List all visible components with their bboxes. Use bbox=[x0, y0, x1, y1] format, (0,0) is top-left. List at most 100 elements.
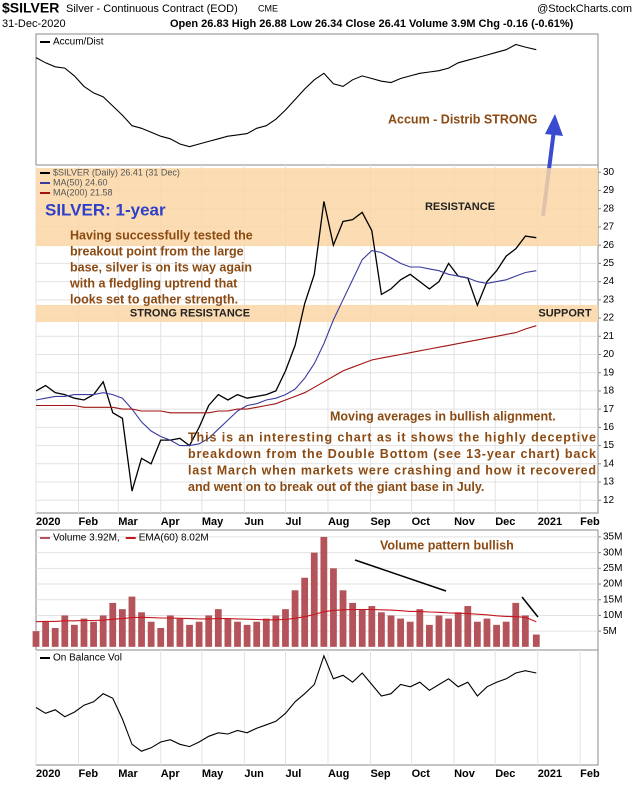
x-tick-label: Jul bbox=[285, 516, 301, 528]
legend-swatch bbox=[40, 41, 50, 43]
y-tick-label: 18 bbox=[603, 386, 615, 397]
volume-bar bbox=[416, 609, 424, 647]
y-tick-label: 20 bbox=[603, 349, 615, 360]
x-tick-label: Dec bbox=[495, 768, 515, 780]
volume-bar bbox=[205, 615, 213, 647]
volume-bar bbox=[397, 618, 405, 647]
annotation: This is an interesting chart as it shows… bbox=[188, 430, 596, 444]
series-line bbox=[35, 654, 537, 752]
series-line bbox=[35, 43, 537, 148]
x-tick-label: Jun bbox=[244, 768, 264, 780]
instrument-name: Silver - Continuous Contract (EOD) bbox=[66, 3, 238, 15]
volume-bar bbox=[214, 609, 222, 647]
volume-bar bbox=[502, 621, 510, 647]
x-tick-label: Aug bbox=[328, 768, 349, 780]
y-tick-label: 21 bbox=[603, 331, 615, 342]
volume-bar bbox=[253, 621, 261, 647]
legend-swatch bbox=[40, 657, 50, 659]
symbol: $SILVER bbox=[2, 0, 59, 16]
annotation: Moving averages in bullish alignment. bbox=[330, 409, 556, 423]
volume-bar bbox=[147, 621, 155, 647]
y-tick-label: 16 bbox=[603, 422, 615, 433]
y-tick-label: 10M bbox=[603, 610, 622, 621]
y-tick-label: 19 bbox=[603, 367, 615, 378]
y-tick-label: 17 bbox=[603, 404, 615, 415]
volume-bar bbox=[118, 609, 126, 647]
zone-label: STRONG RESISTANCE bbox=[130, 307, 250, 319]
x-tick-label: Nov bbox=[454, 768, 476, 780]
volume-bar bbox=[330, 568, 337, 647]
legend-label: MA(200) 21.58 bbox=[53, 187, 113, 197]
annotation: SILVER: 1-year bbox=[45, 200, 166, 219]
y-tick-label: 15M bbox=[603, 594, 622, 605]
legend-swatch bbox=[40, 182, 50, 184]
x-tick-label: May bbox=[202, 768, 224, 780]
x-tick-label: 2020 bbox=[36, 516, 60, 528]
volume-bar bbox=[426, 624, 433, 647]
series-line bbox=[35, 201, 537, 492]
legend-label: Accum/Dist bbox=[53, 37, 104, 48]
legend-swatch bbox=[40, 537, 50, 539]
volume-bar bbox=[166, 615, 174, 647]
volume-bar bbox=[99, 615, 107, 647]
legend-label: On Balance Vol bbox=[53, 653, 122, 664]
annotation: breakdown from the Double Bottom (see 13… bbox=[188, 447, 596, 461]
volume-bar bbox=[80, 618, 88, 647]
y-tick-label: 5M bbox=[603, 626, 617, 637]
annotation: looks set to gather strength. bbox=[70, 292, 238, 306]
volume-bar bbox=[320, 536, 328, 647]
x-tick-label: Apr bbox=[161, 516, 181, 528]
x-tick-label: Feb bbox=[78, 768, 98, 780]
volume-bar bbox=[157, 628, 165, 647]
annotation: and went on to break out of the giant ba… bbox=[188, 480, 484, 494]
volume-bar bbox=[234, 621, 241, 647]
legend-label: EMA(60) 8.02M bbox=[139, 533, 209, 544]
volume-bar bbox=[387, 615, 395, 647]
zone-band bbox=[36, 304, 598, 323]
volume-bar bbox=[406, 621, 414, 647]
volume-bar bbox=[51, 628, 59, 647]
y-tick-label: 30M bbox=[603, 547, 622, 558]
volume-bar bbox=[464, 606, 472, 647]
volume-bar bbox=[128, 596, 136, 647]
volume-bar bbox=[435, 615, 443, 647]
legend-label: $SILVER (Daily) 26.41 (31 Dec) bbox=[53, 167, 180, 177]
volume-bar bbox=[42, 621, 49, 647]
y-tick-label: 12 bbox=[603, 495, 615, 506]
volume-bar bbox=[378, 612, 385, 647]
y-tick-label: 25M bbox=[603, 563, 622, 574]
legend-swatch bbox=[40, 192, 50, 194]
volume-bar bbox=[109, 602, 117, 647]
volume-bar bbox=[310, 552, 318, 647]
series-line bbox=[35, 250, 537, 447]
y-tick-label: 27 bbox=[603, 222, 615, 233]
volume-bar bbox=[301, 577, 309, 647]
y-tick-label: 22 bbox=[603, 313, 615, 324]
legend-label: Volume 3.92M, bbox=[53, 533, 120, 544]
volume-bar bbox=[70, 624, 78, 647]
quote: Open 26.83 High 26.88 Low 26.34 Close 26… bbox=[170, 18, 574, 30]
volume-bar bbox=[186, 624, 193, 647]
panel bbox=[35, 649, 599, 766]
panel bbox=[35, 33, 599, 166]
x-tick-label: 2021 bbox=[538, 768, 562, 780]
volume-bar bbox=[90, 621, 97, 647]
exchange: CME bbox=[258, 3, 278, 13]
annotation: last March when markets were crashing an… bbox=[188, 463, 596, 477]
volume-bar bbox=[521, 615, 529, 647]
volume-bar bbox=[61, 615, 69, 647]
volume-bar bbox=[138, 612, 145, 647]
x-tick-label: Aug bbox=[328, 516, 349, 528]
x-tick-label: Mar bbox=[118, 768, 138, 780]
volume-bar bbox=[349, 602, 357, 647]
x-tick-label: Feb bbox=[580, 516, 600, 528]
source: @StockCharts.com bbox=[537, 3, 632, 15]
x-tick-label: Oct bbox=[412, 516, 431, 528]
volume-bar bbox=[32, 631, 40, 647]
x-tick-label: Mar bbox=[118, 516, 138, 528]
volume-bar bbox=[176, 618, 184, 647]
zone-band bbox=[36, 168, 598, 247]
volume-bar bbox=[195, 621, 203, 647]
volume-bar bbox=[224, 618, 232, 647]
